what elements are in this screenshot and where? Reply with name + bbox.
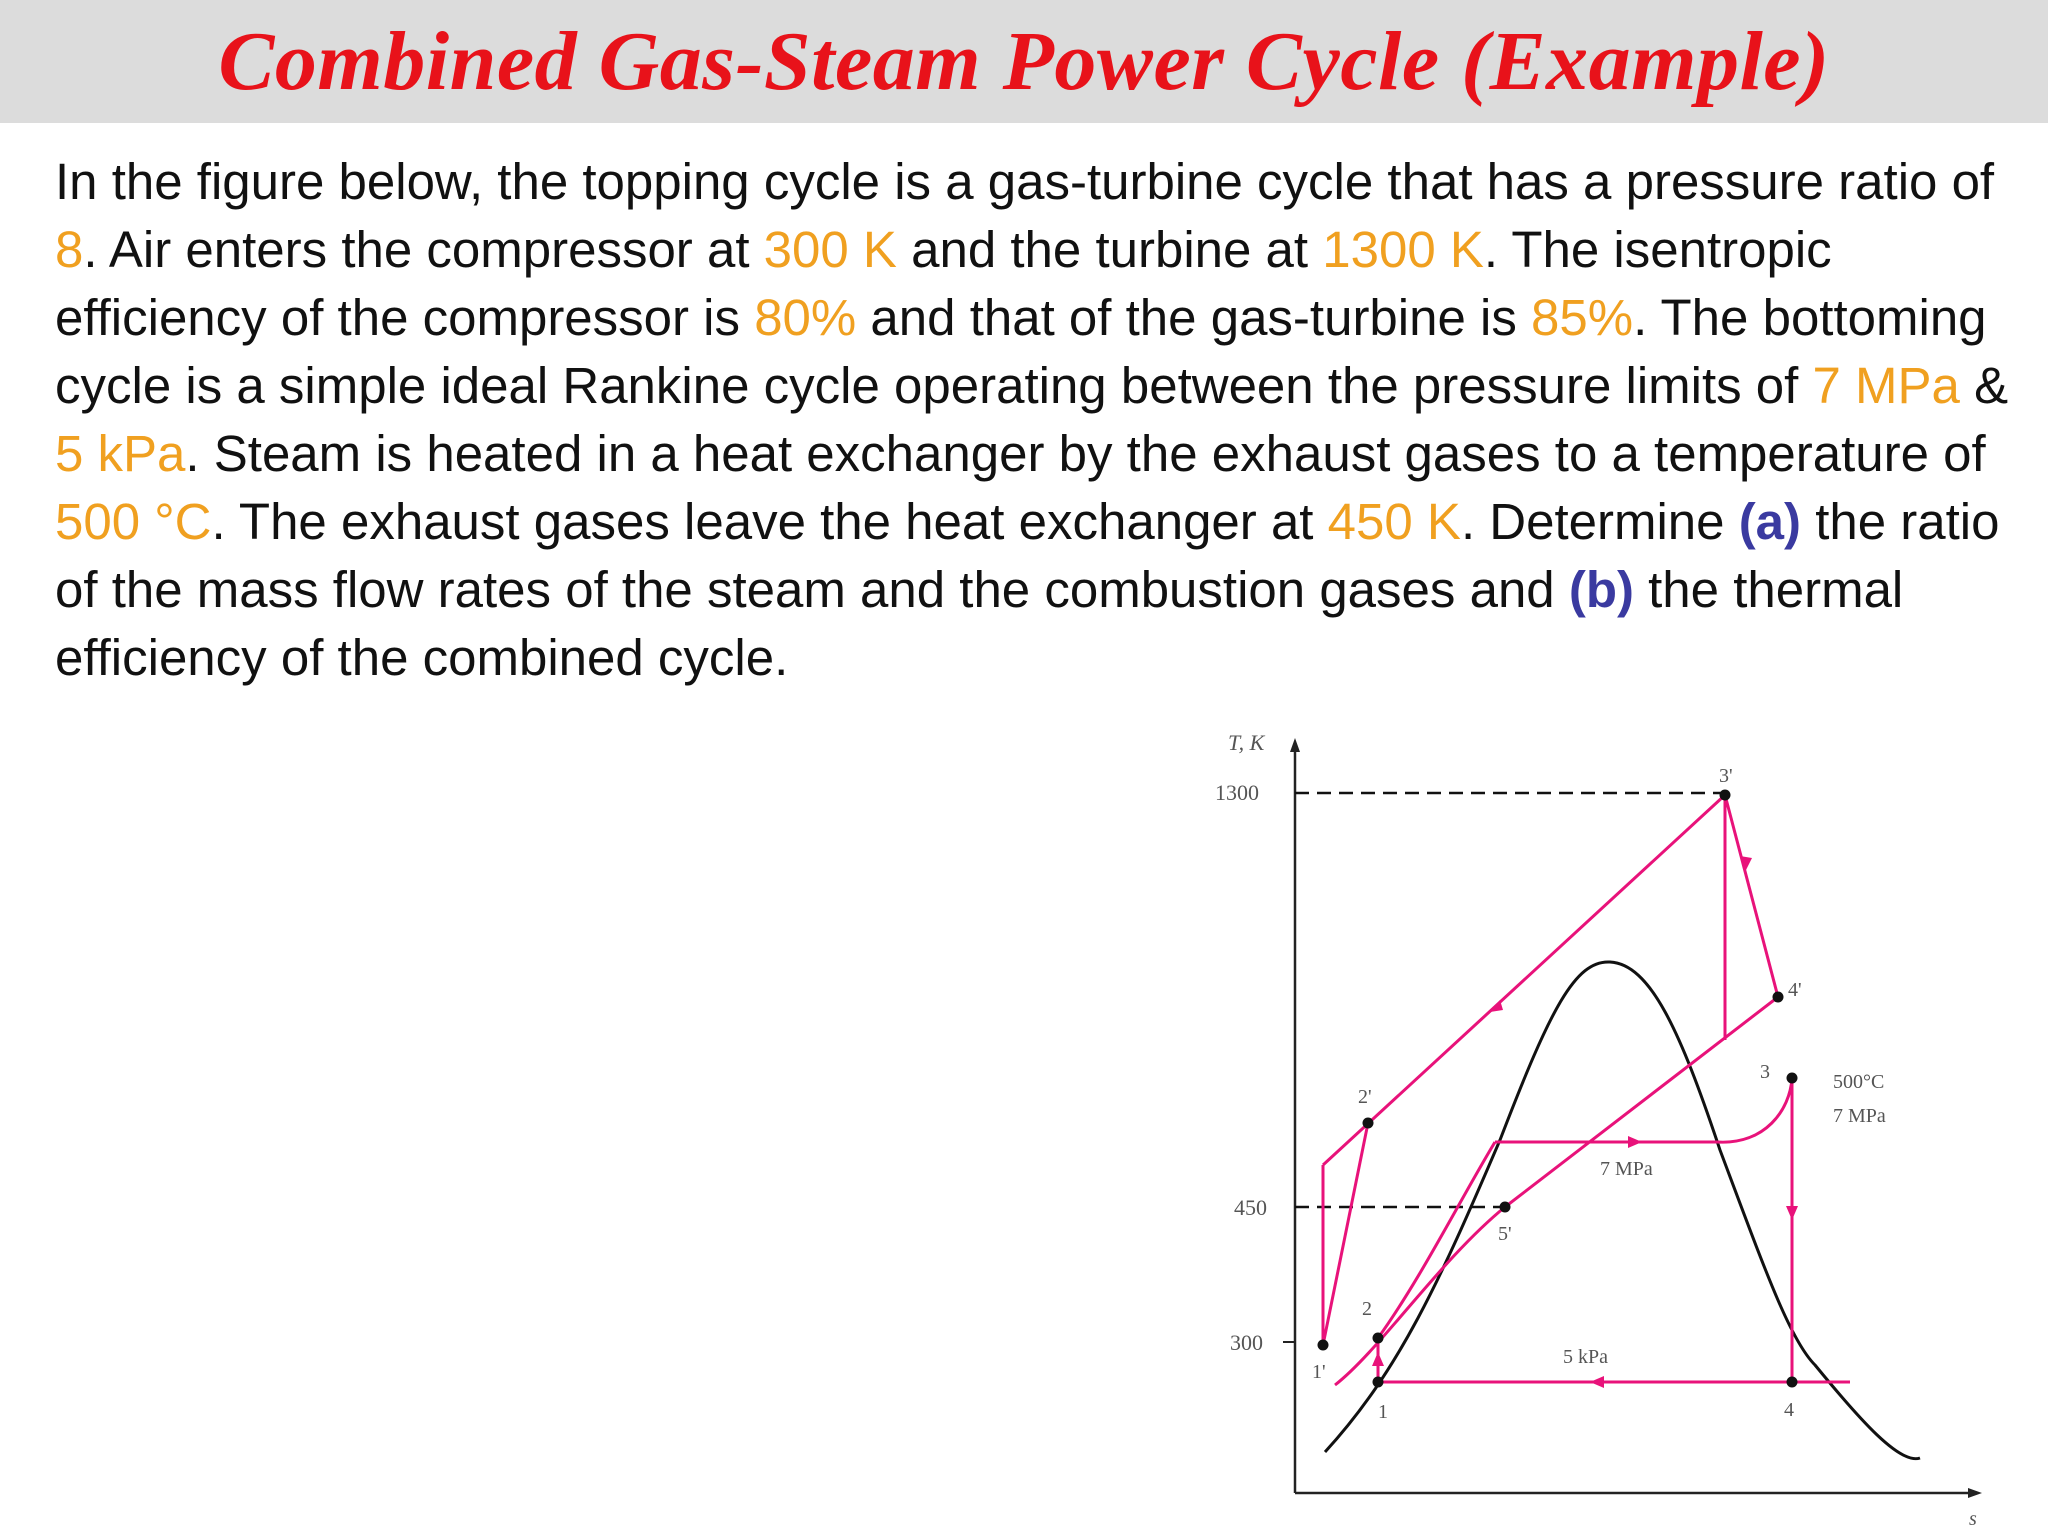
state-label-5p: 5' [1498,1223,1512,1245]
ts-diagram: T, K s 1300 450 300 [1215,730,1982,1530]
arrow-icon [1372,1352,1384,1366]
problem-text: the ratio of the mass flow rates of the … [55,493,2000,618]
problem-text: & [1959,357,2009,414]
state-label-4p: 4' [1788,979,1802,1001]
pressure-ratio-value: 8 [55,221,84,278]
x-axis-label: s [1969,1508,1977,1530]
y-axis-label: T, K [1228,730,1266,755]
problem-text: . Steam is heated in a heat exchanger by… [185,425,1986,482]
state-point-4p [1772,991,1784,1003]
flow-arrows [1372,856,1798,1388]
axes [1293,750,1975,1495]
arrow-icon [1490,1000,1503,1012]
problem-text: . The bottoming cycle is a simple ideal … [55,289,1987,414]
turbine-efficiency-value: 85% [1531,289,1634,346]
tick-label-1300: 1300 [1215,780,1259,805]
low-pressure-label: 5 kPa [1563,1346,1608,1368]
tick-label-450: 450 [1234,1195,1267,1220]
y-axis-arrow-icon [1290,738,1300,752]
compressor-efficiency-value: 80% [754,289,857,346]
turbine-inlet-temp-value: 1300 K [1322,221,1484,278]
problem-statement: In the figure below, the topping cycle i… [55,148,2015,692]
exhaust-cooling-line [1504,995,1779,1209]
state-point-5p [1499,1201,1511,1213]
state-label-1: 1 [1378,1401,1388,1423]
superheat-curve [1716,1077,1794,1144]
gas-cycle [1321,793,1780,1387]
problem-text: In the figure below, the topping cycle i… [55,153,1995,210]
question-b-label: (b) [1568,561,1634,618]
steam-cycle [1376,1077,1850,1384]
arrow-icon [1590,1376,1604,1388]
state-point-1 [1372,1376,1384,1388]
heat-addition-line [1321,793,1727,1167]
compression-actual-line [1321,1122,1370,1346]
question-a-label: (a) [1738,493,1802,550]
state-points [1317,789,1798,1388]
state-label-1p: 1' [1312,1361,1326,1383]
state-point-2 [1372,1332,1384,1344]
state-point-2p [1362,1117,1374,1129]
state-label-2p: 2' [1358,1086,1372,1108]
high-pressure-value: 7 MPa [1812,357,1960,414]
state-point-3 [1786,1072,1798,1084]
heat-rejection-curve [1334,1205,1506,1387]
state-label-3: 3 [1760,1061,1770,1083]
arrow-icon [1786,1206,1798,1220]
state-point-4 [1786,1376,1798,1388]
problem-text: . The exhaust gases leave the heat excha… [211,493,1328,550]
state-label-4: 4 [1784,1399,1794,1421]
saturation-dome [1323,960,1921,1461]
problem-text: . Air enters the compressor at [83,221,764,278]
arrow-icon [1628,1136,1642,1148]
exhaust-temp-value: 450 K [1327,493,1461,550]
state-point-3p [1719,789,1731,801]
page-title: Combined Gas-Steam Power Cycle (Example) [218,14,1830,108]
expansion-actual-line [1723,794,1780,998]
problem-text: and the turbine at [896,221,1323,278]
steam-pressure-label: 7 MPa [1833,1105,1886,1127]
problem-text: and that of the gas-turbine is [856,289,1532,346]
arrow-icon [1740,856,1752,870]
state-label-3p: 3' [1719,765,1733,787]
problem-text: . The isentropic efficiency of the compr… [55,221,1832,346]
problem-text: . Determine [1460,493,1739,550]
state-point-1p [1317,1339,1329,1351]
compressor-inlet-temp-value: 300 K [763,221,897,278]
problem-text: the thermal efficiency of the combined c… [55,561,1904,686]
state-label-2: 2 [1362,1298,1372,1320]
low-pressure-value: 5 kPa [55,425,186,482]
steam-temp-value: 500 °C [55,493,212,550]
steam-temp-label: 500°C [1833,1071,1884,1093]
x-axis-arrow-icon [1968,1488,1982,1498]
title-bar: Combined Gas-Steam Power Cycle (Example) [0,0,2048,123]
boiler-heating-curve [1376,1141,1497,1339]
high-pressure-label: 7 MPa [1600,1158,1653,1180]
tick-label-300: 300 [1230,1330,1263,1355]
